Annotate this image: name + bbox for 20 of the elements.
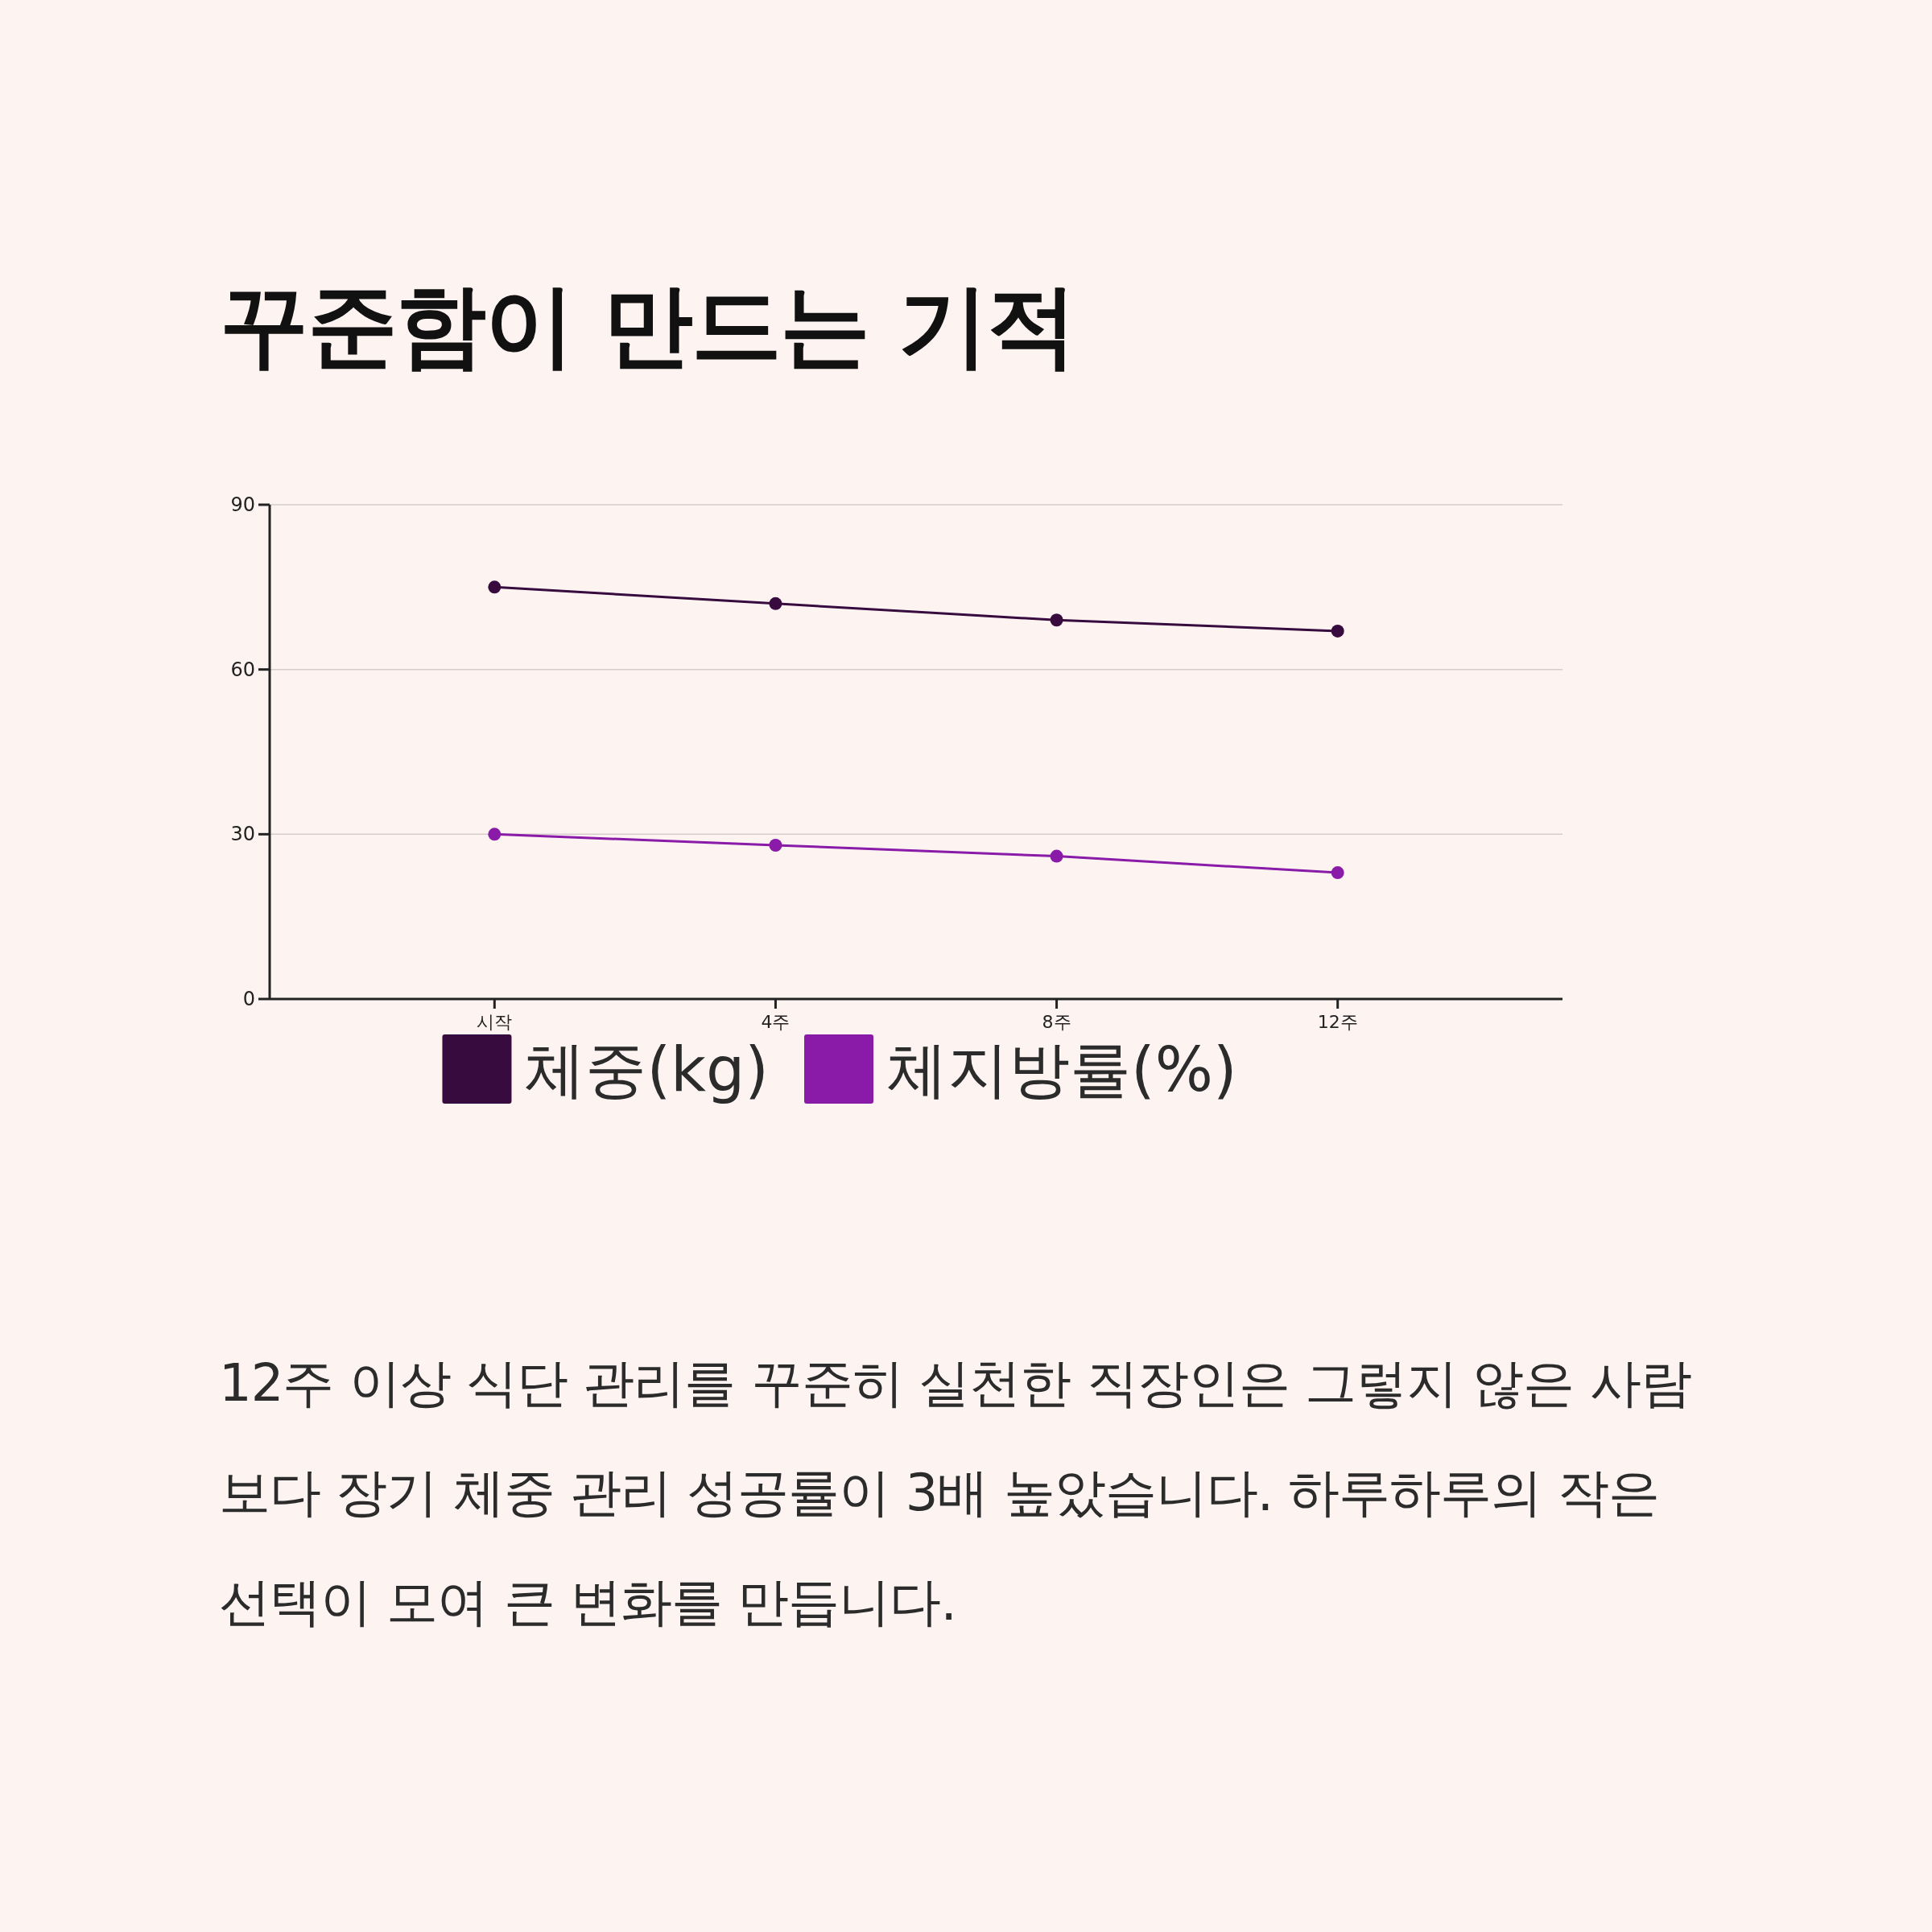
y-tick-label: 0: [242, 988, 255, 1010]
text: 12주 이상 식단 관리를 꾸준히 실천한 직장인은 그렇지 않은 사람보다 장기 체중 관리 성공률이 3배 높았습니다. 하루하루의 작은 선택이 모여 큰 변화를 만듭니다.: [219, 1352, 1692, 1633]
y-tick-label: 90: [230, 493, 255, 516]
x-tick-label: 12주: [1317, 1012, 1358, 1032]
legend-label: 체중(kg): [524, 1033, 770, 1105]
point: [769, 597, 782, 610]
point: [1050, 849, 1063, 863]
legend-label: 체지방률(%): [886, 1033, 1237, 1105]
point: [1331, 624, 1344, 638]
x-tick-label: 시작: [477, 1012, 513, 1032]
chart-title: 꾸준함이 만드는 기적: [219, 272, 1075, 379]
point: [769, 838, 782, 852]
point: [1331, 866, 1344, 880]
point: [488, 580, 502, 594]
x-tick-label: 8주: [1042, 1012, 1071, 1032]
point: [488, 828, 502, 841]
y-tick-label: 30: [230, 823, 255, 846]
x-tick-label: 4주: [761, 1012, 791, 1032]
point: [1050, 613, 1063, 627]
y-tick-label: 60: [230, 658, 255, 681]
